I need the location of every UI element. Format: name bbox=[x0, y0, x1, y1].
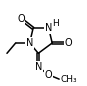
Text: CH₃: CH₃ bbox=[60, 75, 77, 84]
Text: O: O bbox=[17, 14, 25, 24]
Text: N: N bbox=[45, 23, 52, 33]
Text: O: O bbox=[45, 70, 53, 80]
Text: H: H bbox=[52, 19, 59, 28]
Text: N: N bbox=[35, 62, 42, 72]
Text: N: N bbox=[26, 38, 33, 48]
Text: O: O bbox=[64, 38, 72, 48]
